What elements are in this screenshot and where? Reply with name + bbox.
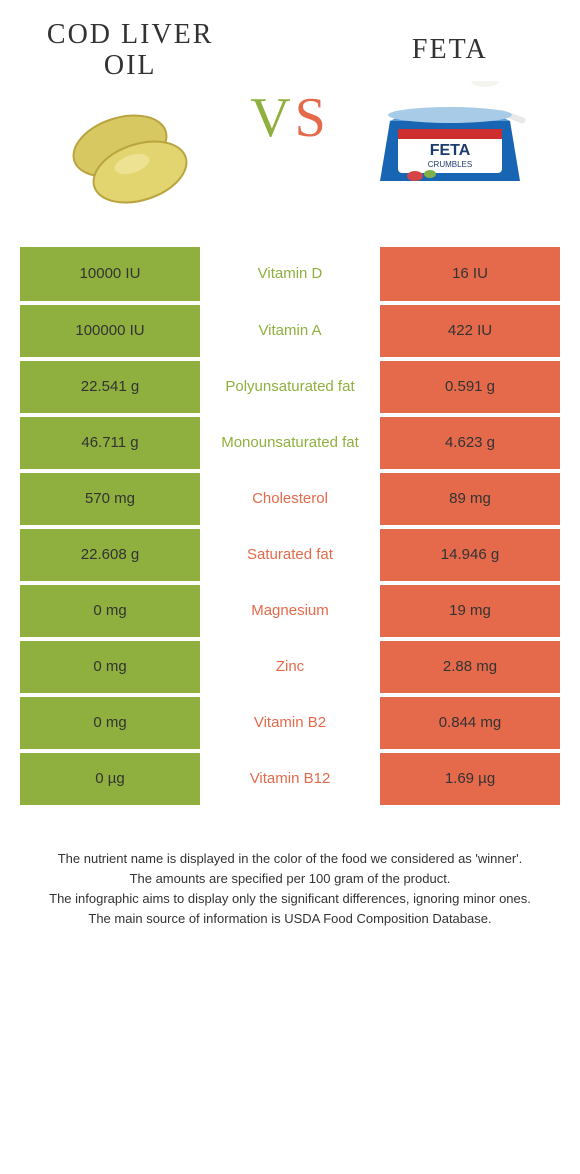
table-row: 22.541 gPolyunsaturated fat0.591 g [20,359,560,415]
comparison-header: Cod liver oil VS Feta FETA CRUMBLES [20,20,560,217]
table-row: 0 mgVitamin B20.844 mg [20,695,560,751]
left-value-cell: 0 mg [20,695,200,751]
nutrition-comparison-table: 10000 IUVitamin D16 IU100000 IUVitamin A… [20,247,560,809]
table-row: 0 mgMagnesium19 mg [20,583,560,639]
left-value-cell: 0 mg [20,583,200,639]
vs-v-letter: V [250,87,294,149]
table-row: 10000 IUVitamin D16 IU [20,247,560,303]
nutrient-name-cell: Zinc [200,639,380,695]
left-value-cell: 22.541 g [20,359,200,415]
nutrient-name-cell: Vitamin D [200,247,380,303]
left-value-cell: 10000 IU [20,247,200,303]
right-value-cell: 0.844 mg [380,695,560,751]
nutrient-name-cell: Monounsaturated fat [200,415,380,471]
nutrient-name-cell: Vitamin B2 [200,695,380,751]
header-left-col: Cod liver oil [40,20,220,217]
right-value-cell: 16 IU [380,247,560,303]
nutrient-name-cell: Cholesterol [200,471,380,527]
table-row: 100000 IUVitamin A422 IU [20,303,560,359]
left-value-cell: 46.711 g [20,415,200,471]
footer-line: The nutrient name is displayed in the co… [40,849,540,869]
nutrient-name-cell: Polyunsaturated fat [200,359,380,415]
left-value-cell: 0 µg [20,751,200,807]
right-value-cell: 1.69 µg [380,751,560,807]
table-row: 22.608 gSaturated fat14.946 g [20,527,560,583]
right-value-cell: 4.623 g [380,415,560,471]
left-value-cell: 100000 IU [20,303,200,359]
right-value-cell: 422 IU [380,303,560,359]
right-value-cell: 19 mg [380,583,560,639]
footer-line: The infographic aims to display only the… [40,889,540,909]
nutrient-name-cell: Vitamin B12 [200,751,380,807]
nutrition-table-body: 10000 IUVitamin D16 IU100000 IUVitamin A… [20,247,560,807]
vs-s-letter: S [295,87,330,149]
right-product-title: Feta [412,35,488,66]
footer-line: The main source of information is USDA F… [40,909,540,929]
right-value-cell: 2.88 mg [380,639,560,695]
table-row: 0 mgZinc2.88 mg [20,639,560,695]
nutrient-name-cell: Saturated fat [200,527,380,583]
svg-text:FETA: FETA [430,142,471,159]
left-value-cell: 570 mg [20,471,200,527]
right-value-cell: 14.946 g [380,527,560,583]
cod-liver-oil-icon [50,97,210,217]
svg-text:CRUMBLES: CRUMBLES [428,160,472,169]
header-right-col: Feta FETA CRUMBLES [360,35,540,201]
table-row: 0 µgVitamin B121.69 µg [20,751,560,807]
left-product-title: Cod liver oil [40,20,220,82]
nutrient-name-cell: Vitamin A [200,303,380,359]
footer-notes: The nutrient name is displayed in the co… [20,849,560,930]
left-value-cell: 22.608 g [20,527,200,583]
feta-icon: FETA CRUMBLES [370,81,530,201]
right-value-cell: 0.591 g [380,359,560,415]
table-row: 570 mgCholesterol89 mg [20,471,560,527]
table-row: 46.711 gMonounsaturated fat4.623 g [20,415,560,471]
vs-badge: VS [250,86,330,150]
right-value-cell: 89 mg [380,471,560,527]
nutrient-name-cell: Magnesium [200,583,380,639]
left-value-cell: 0 mg [20,639,200,695]
footer-line: The amounts are specified per 100 gram o… [40,869,540,889]
